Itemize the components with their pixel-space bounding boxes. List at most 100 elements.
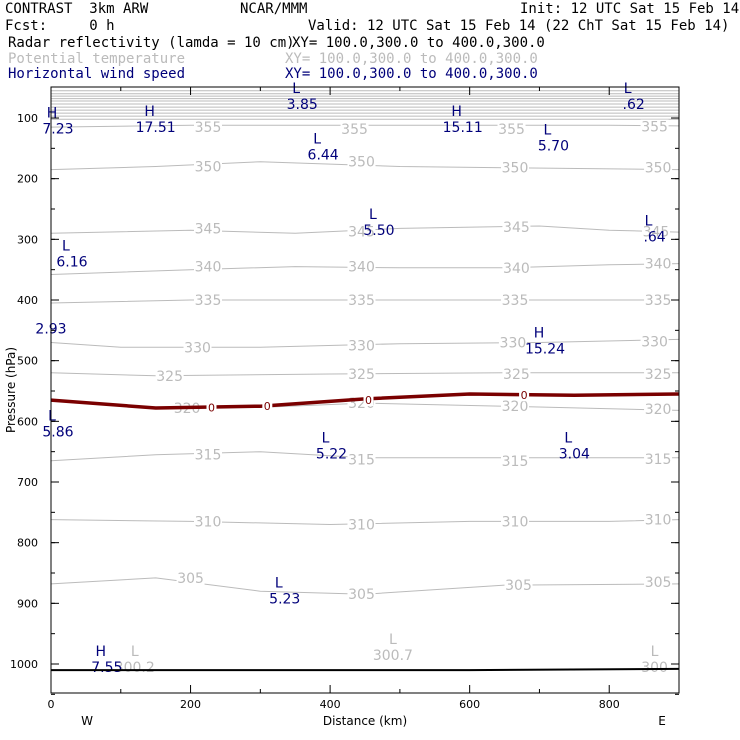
- theta-label-bg: [502, 220, 531, 235]
- theta-contour-label: 335: [502, 293, 529, 309]
- y-tick-label: 500: [17, 355, 38, 368]
- theta-label-bg: [347, 452, 376, 467]
- theta-contour-340: [51, 263, 679, 275]
- theta-contour-label: 335: [195, 293, 222, 309]
- theta-contour-label: 350: [645, 161, 672, 177]
- theta-label-bg: [347, 259, 376, 274]
- theta-contour-305: [51, 577, 679, 595]
- theta-label-bg: [640, 334, 669, 349]
- wind-extremum-letter: L: [369, 207, 377, 223]
- x-axis-label: Distance (km): [323, 714, 407, 728]
- theta-label-bg: [347, 338, 376, 353]
- theta-contour-label: 355: [195, 120, 222, 136]
- theta-label-bg: [640, 119, 669, 134]
- theta-label-bg: [501, 453, 530, 468]
- wind-extremum-value: 7.55: [91, 660, 122, 676]
- wind-extremum-letter: H: [534, 326, 545, 342]
- wind-extremum-letter: L: [62, 239, 70, 255]
- theta-label-bg: [183, 340, 212, 355]
- wind-extremum-letter: L: [292, 81, 300, 97]
- theta-contour-335: [51, 299, 679, 304]
- theta-contour-label: 340: [348, 260, 375, 276]
- wind-extremum-value: 5.86: [42, 425, 73, 441]
- theta-label-bg: [501, 399, 530, 414]
- wind-extremum-value: 5.50: [363, 223, 394, 239]
- theta-label-bg: [347, 517, 376, 532]
- wind-extremum-value: 3.04: [559, 446, 590, 462]
- x-tick-label: 400: [320, 698, 341, 711]
- theta-label-bg: [155, 368, 184, 383]
- freezing-marker-label: 0: [264, 400, 271, 413]
- field-xy-reflectivity: XY= 100.0,300.0 to 400.0,300.0: [292, 35, 545, 51]
- theta-min-letter: L: [131, 644, 139, 660]
- x-end-label-east: E: [658, 714, 666, 728]
- theta-label-bg: [644, 512, 673, 527]
- field-name-wind: Horizontal wind speed: [8, 66, 186, 82]
- theta-contour-label: 355: [341, 122, 368, 138]
- theta-label-bg: [644, 402, 673, 417]
- wind-extremum-letter: H: [451, 104, 462, 120]
- theta-label-bg: [641, 224, 670, 239]
- theta-contour-label: 305: [505, 578, 532, 594]
- theta-label-bg: [501, 514, 530, 529]
- theta-contour-label: 305: [645, 575, 672, 591]
- theta-contour-label: 320: [502, 399, 529, 415]
- theta-label-bg: [644, 160, 673, 175]
- theta-label-bg: [194, 293, 222, 307]
- theta-contour-label: 335: [645, 293, 672, 309]
- valid-time: Valid: 12 UTC Sat 15 Feb 14 (22 ChT Sat …: [308, 18, 730, 34]
- wind-extremum-letter: L: [645, 213, 653, 229]
- wind-extremum-letter: H: [96, 644, 107, 660]
- freezing-marker-label: 0: [208, 401, 215, 414]
- ground-line: [51, 667, 680, 672]
- theta-contour-label: 340: [195, 260, 222, 276]
- theta-label-bg: [194, 221, 222, 236]
- center-title: NCAR/MMM: [240, 1, 308, 17]
- theta-contour-label: 355: [641, 119, 668, 135]
- wind-extremum-value: 6.16: [56, 255, 87, 271]
- freezing-marker-bg: [206, 401, 217, 414]
- wind-extremum-letter: H: [47, 105, 58, 121]
- theta-contour-label: 310: [502, 514, 529, 530]
- theta-label-bg: [194, 514, 222, 529]
- theta-contour-330: [51, 338, 679, 348]
- wind-extremum-letter: L: [48, 409, 56, 425]
- wind-extremum-letter: H: [144, 104, 155, 120]
- x-tick-label: 0: [48, 698, 55, 711]
- theta-label-bg: [347, 154, 376, 169]
- field-xy-theta: XY= 100.0,300.0 to 400.0,300.0: [285, 51, 538, 67]
- wind-extremum-value: 5.23: [269, 591, 300, 607]
- x-tick-label: 800: [599, 698, 620, 711]
- theta-contour-label: 335: [348, 293, 375, 309]
- wind-extremum-value: 3.85: [287, 97, 318, 113]
- theta-label-bg: [644, 575, 673, 590]
- theta-contour-label: 345: [195, 221, 222, 237]
- y-axis-label: Pressure (hPa): [4, 347, 18, 433]
- theta-label-bg: [644, 293, 673, 307]
- theta-contour-label: 330: [184, 340, 211, 356]
- wind-extremum-value: 5.70: [538, 138, 569, 154]
- theta-label-bg: [347, 224, 376, 239]
- theta-contour-355: [51, 124, 679, 128]
- y-tick-label: 100: [17, 112, 38, 125]
- theta-contour-label: 330: [641, 334, 668, 350]
- theta-label-bg: [501, 160, 530, 175]
- y-tick-label: 600: [17, 415, 38, 428]
- theta-contour-315: [51, 451, 679, 462]
- theta-contour-label: 305: [348, 587, 375, 603]
- theta-contour-label: 330: [348, 339, 375, 355]
- freezing-marker-bg: [363, 394, 374, 407]
- y-tick-label: 1000: [10, 658, 38, 671]
- theta-label-bg: [347, 293, 376, 307]
- wind-extremum-value: 6.44: [308, 147, 339, 163]
- theta-label-bg: [644, 451, 673, 466]
- theta-contour-label: 325: [348, 367, 375, 383]
- y-tick-label: 900: [17, 597, 38, 610]
- theta-label-bg: [497, 121, 526, 136]
- theta-contour-label: 325: [156, 369, 183, 385]
- forecast-hour: Fcst: 0 h: [5, 18, 115, 34]
- init-time: Init: 12 UTC Sat 15 Feb 14: [520, 1, 740, 17]
- theta-label-bg: [498, 335, 527, 350]
- theta-label-bg: [347, 367, 376, 382]
